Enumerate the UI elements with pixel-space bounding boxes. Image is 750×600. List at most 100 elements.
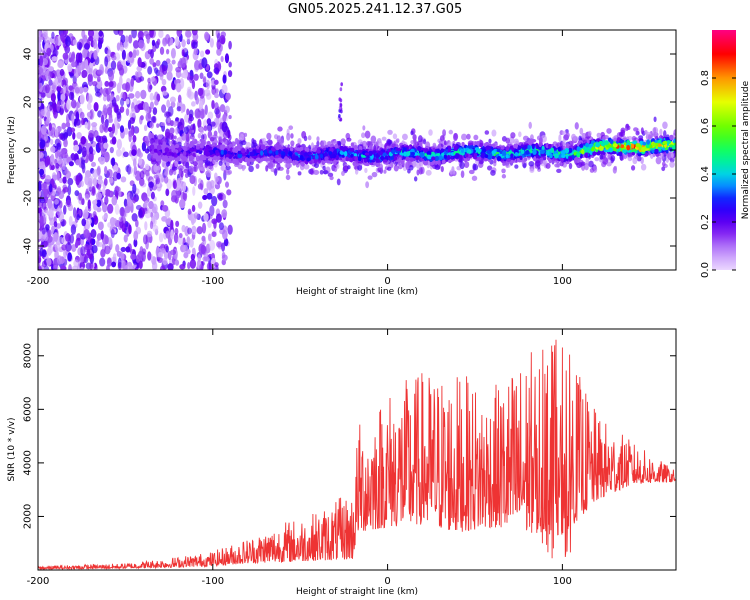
heatmap-cell: [167, 118, 171, 124]
heatmap-cell: [68, 215, 73, 227]
heatmap-cell: [166, 71, 173, 81]
heatmap-cell: [114, 203, 120, 215]
heatmap-cell: [228, 114, 232, 120]
heatmap-cell: [197, 254, 202, 263]
heatmap-cell: [128, 266, 134, 270]
heatmap-cell: [209, 239, 216, 251]
heatmap-cell: [120, 216, 127, 225]
heatmap-cell: [221, 242, 226, 252]
heatmap-cell: [466, 133, 471, 140]
heatmap-cell: [150, 191, 155, 200]
heatmap-cell: [154, 134, 158, 140]
heatmap-cell: [117, 257, 122, 269]
heatmap-cell: [222, 199, 228, 209]
heatmap-cell: [484, 130, 490, 135]
heatmap-cell: [44, 174, 52, 183]
heatmap-cell: [49, 220, 55, 226]
heatmap-cell: [51, 100, 56, 110]
heatmap-cell: [109, 146, 114, 154]
heatmap-cell: [119, 75, 123, 87]
heatmap-cell: [92, 177, 98, 187]
heatmap-cell: [123, 127, 129, 135]
heatmap-cell: [189, 175, 196, 185]
heatmap-cell: [76, 233, 82, 241]
heatmap-cell: [140, 115, 144, 121]
heatmap-cell: [561, 130, 567, 136]
heatmap-cell: [119, 125, 125, 133]
heatmap-cell: [71, 113, 75, 124]
heatmap-cell: [459, 161, 465, 170]
heatmap-cell: [84, 121, 89, 129]
heatmap-cell: [141, 141, 147, 152]
heatmap-cell: [170, 47, 176, 59]
heatmap-cell: [101, 215, 107, 221]
heatmap-cell: [327, 172, 334, 178]
heatmap-cell: [183, 252, 189, 259]
heatmap-cell: [453, 132, 459, 141]
heatmap-cell: [105, 87, 112, 95]
heatmap-cell: [370, 135, 377, 143]
heatmap-cell: [39, 247, 44, 257]
heatmap-cell: [76, 214, 81, 221]
heatmap-cell: [72, 132, 76, 140]
heatmap-cell: [187, 227, 192, 235]
heatmap-cell: [209, 136, 215, 142]
heatmap-cell: [67, 184, 72, 196]
heatmap-cell: [297, 171, 302, 176]
heatmap-cell: [357, 139, 363, 145]
heatmap-cell: [97, 221, 104, 231]
heatmap-cell: [147, 81, 152, 93]
heatmap-cell: [129, 117, 135, 125]
heatmap-cell: [114, 124, 118, 136]
heatmap-cell: [432, 142, 437, 148]
heatmap-cell: [38, 180, 42, 192]
heatmap-cell: [193, 73, 199, 81]
heatmap-cell: [150, 76, 156, 82]
heatmap-cell: [56, 142, 62, 150]
heatmap-cell: [88, 129, 95, 138]
heatmap-cell: [62, 52, 69, 60]
heatmap-cell: [91, 161, 97, 168]
heatmap-cell: [186, 248, 191, 255]
heatmap-cell: [92, 39, 98, 49]
heatmap-cell: [142, 101, 149, 111]
heatmap-cell: [220, 55, 224, 63]
heatmap-cell: [64, 168, 69, 174]
heatmap-cell: [228, 61, 232, 68]
heatmap-cell: [669, 161, 675, 168]
heatmap-cell: [149, 92, 154, 101]
heatmap-cell: [361, 132, 366, 139]
heatmap-cell: [486, 165, 493, 171]
heatmap-cell: [139, 76, 145, 82]
heatmap-cell: [96, 233, 102, 241]
heatmap-cell: [126, 164, 131, 175]
heatmap-cell: [448, 129, 454, 135]
heatmap-cell: [218, 160, 223, 166]
heatmap-cell: [161, 78, 167, 86]
heatmap-cell: [44, 36, 51, 45]
heatmap-cell: [192, 161, 198, 167]
heatmap-cell: [80, 180, 84, 187]
heatmap-cell: [329, 175, 334, 181]
heatmap-cell: [62, 165, 66, 171]
heatmap-cell: [197, 132, 202, 139]
heatmap-cell: [65, 121, 71, 128]
heatmap-cell: [39, 55, 44, 67]
heatmap-cell: [237, 164, 243, 170]
heatmap-cell: [173, 180, 177, 189]
heatmap-cell: [96, 79, 103, 90]
heatmap-cell: [54, 77, 59, 84]
heatmap-cell: [222, 194, 227, 201]
heatmap-cell: [210, 165, 214, 172]
heatmap-cell: [97, 39, 103, 50]
heatmap-cell: [222, 130, 229, 139]
heatmap-cell: [115, 244, 120, 253]
heatmap-cell: [364, 130, 371, 139]
heatmap-cell: [599, 154, 604, 160]
heatmap-cell: [55, 162, 60, 169]
heatmap-cell: [68, 263, 72, 270]
heatmap-cell: [673, 129, 676, 136]
heatmap-cell: [88, 67, 93, 75]
heatmap-cell: [264, 156, 268, 162]
heatmap-cell: [180, 106, 184, 114]
